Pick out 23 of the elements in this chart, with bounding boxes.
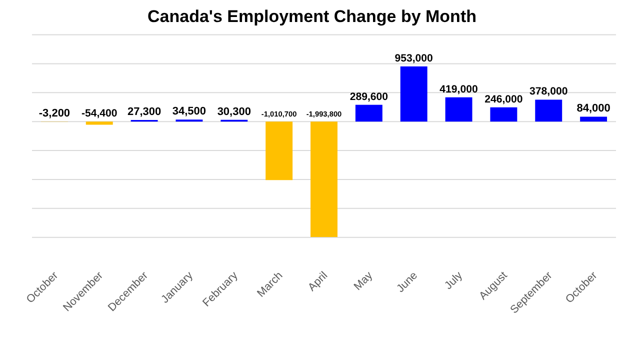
data-label: 246,000: [484, 93, 523, 106]
data-label: -3,200: [38, 108, 70, 120]
bar: [535, 100, 562, 122]
bar: [355, 104, 382, 122]
data-label: -54,400: [81, 108, 118, 120]
data-label: 30,300: [217, 106, 251, 118]
data-label: 953,000: [394, 52, 434, 64]
x-tick-label: July: [442, 269, 466, 292]
bar: [580, 116, 608, 122]
bar: [86, 122, 113, 125]
data-label: 84,000: [576, 102, 610, 115]
bar: [400, 66, 428, 122]
bar: [310, 122, 338, 237]
data-label: 27,300: [127, 106, 162, 118]
data-label: 378,000: [530, 86, 568, 98]
data-label: 419,000: [440, 83, 478, 96]
x-tick-label: May: [352, 269, 376, 293]
bar: [445, 97, 472, 122]
bar: [266, 122, 293, 180]
data-label: 289,600: [350, 90, 388, 103]
bar: [490, 107, 518, 122]
data-label: 34,500: [172, 106, 206, 118]
chart-title: Canada's Employment Change by Month: [148, 7, 476, 26]
